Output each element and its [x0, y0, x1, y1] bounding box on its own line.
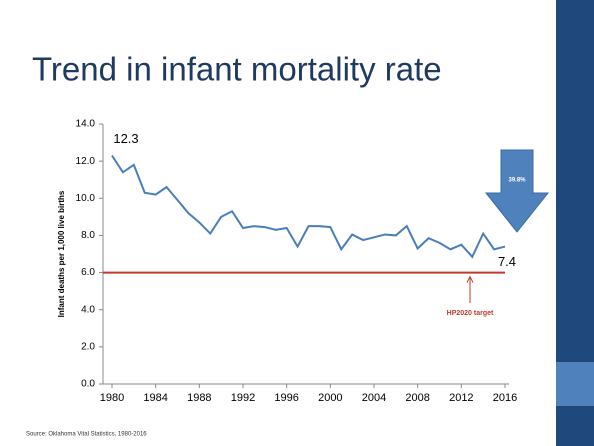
y-axis-label: Infant deaths per 1,000 live births — [57, 190, 66, 317]
x-tick-label: 1984 — [143, 392, 167, 404]
x-tick-label: 1996 — [274, 392, 298, 404]
y-tick-label: 8.0 — [81, 230, 95, 241]
slide-title: Trend in infant mortality rate — [32, 51, 442, 88]
series-line — [111, 155, 506, 259]
y-tick-label: 12.0 — [76, 156, 96, 167]
x-tick-label: 2000 — [318, 392, 342, 404]
y-tick-label: 4.0 — [81, 304, 95, 315]
source-note: Source: Oklahoma Vital Statistics, 1980-… — [26, 432, 147, 438]
x-tick-label: 1988 — [187, 392, 211, 404]
target-label: HP2020 target — [447, 310, 494, 317]
y-tick-label: 10.0 — [76, 193, 96, 204]
y-tick-label: 2.0 — [81, 341, 95, 352]
x-tick-label: 1980 — [100, 392, 124, 404]
y-tick-label: 14.0 — [76, 119, 96, 130]
x-tick-label: 2016 — [493, 392, 517, 404]
y-tick-label: 6.0 — [81, 267, 95, 278]
target-arrowhead — [466, 275, 474, 283]
y-tick-label: 0.0 — [81, 379, 95, 390]
decline-label: 39.8% — [508, 178, 526, 184]
data-label: 7.4 — [498, 254, 516, 269]
decline-arrow — [484, 149, 550, 233]
x-tick-label: 2008 — [405, 392, 429, 404]
slide-background — [0, 0, 556, 446]
x-tick-label: 2012 — [449, 392, 473, 404]
side-panel-accent — [556, 362, 594, 406]
data-label: 12.3 — [113, 131, 138, 146]
x-tick-label: 1992 — [231, 392, 255, 404]
x-tick-label: 2004 — [362, 392, 386, 404]
